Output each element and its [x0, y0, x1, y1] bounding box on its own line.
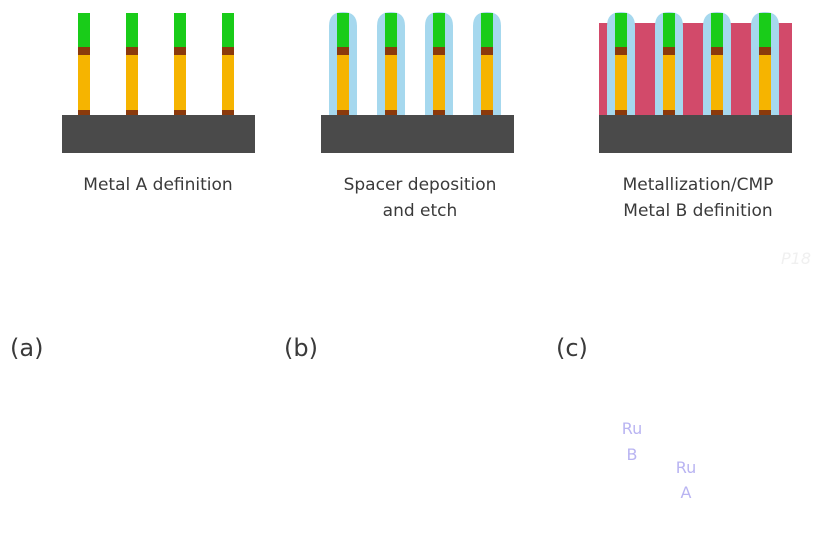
liner	[711, 47, 723, 55]
hardmask	[615, 13, 627, 47]
hardmask	[337, 13, 349, 47]
liner	[663, 47, 675, 55]
liner	[385, 110, 397, 115]
liner	[126, 110, 138, 115]
hardmask	[222, 13, 234, 47]
metal-a	[711, 55, 723, 113]
liner	[481, 110, 493, 115]
liner	[615, 47, 627, 55]
caption: Metal A definition	[83, 175, 232, 195]
hardmask	[663, 13, 675, 47]
metal-a	[126, 55, 138, 113]
substrate	[62, 115, 255, 153]
metal-a	[337, 55, 349, 113]
metal-a	[663, 55, 675, 113]
metal-a	[759, 55, 771, 113]
liner	[337, 47, 349, 55]
liner	[759, 110, 771, 115]
panel-label: (c)	[556, 334, 588, 362]
liner	[433, 110, 445, 115]
liner	[711, 110, 723, 115]
hardmask	[174, 13, 186, 47]
hardmask	[126, 13, 138, 47]
strip-mark: P18	[781, 249, 811, 268]
liner	[615, 110, 627, 115]
caption: Metallization/CMP	[623, 175, 774, 195]
liner	[174, 47, 186, 55]
liner	[433, 47, 445, 55]
liner	[222, 110, 234, 115]
substrate	[599, 115, 792, 153]
caption: Spacer deposition	[344, 175, 497, 195]
annotation: Ru	[676, 458, 697, 477]
hardmask	[433, 13, 445, 47]
hardmask	[759, 13, 771, 47]
substrate	[321, 115, 514, 153]
schematics	[62, 12, 792, 153]
caption: and etch	[383, 201, 458, 221]
hardmask	[78, 13, 90, 47]
metal-a	[615, 55, 627, 113]
liner	[174, 110, 186, 115]
scale-bar-label: 5 nm	[600, 530, 621, 539]
liner	[78, 110, 90, 115]
caption: Metal B definition	[623, 201, 772, 221]
liner	[222, 47, 234, 55]
metal-a	[385, 55, 397, 113]
panel-label: (a)	[10, 334, 43, 362]
metal-a	[78, 55, 90, 113]
liner	[126, 47, 138, 55]
metal-a	[481, 55, 493, 113]
liner	[481, 47, 493, 55]
liner	[78, 47, 90, 55]
metal-a	[174, 55, 186, 113]
metal-a	[433, 55, 445, 113]
annotation: Ru	[89, 482, 111, 502]
annotation: A	[681, 483, 692, 502]
hardmask	[385, 13, 397, 47]
panel-label: (b)	[284, 334, 318, 362]
annotation: Ru	[622, 419, 643, 438]
annotation: B	[627, 445, 638, 464]
liner	[663, 110, 675, 115]
liner	[759, 47, 771, 55]
hardmask	[481, 13, 493, 47]
liner	[385, 47, 397, 55]
figure: Metal A definition Spacer deposition and…	[0, 0, 828, 540]
metal-a	[222, 55, 234, 113]
hardmask	[711, 13, 723, 47]
annotation: SiN	[84, 369, 112, 389]
liner	[337, 110, 349, 115]
